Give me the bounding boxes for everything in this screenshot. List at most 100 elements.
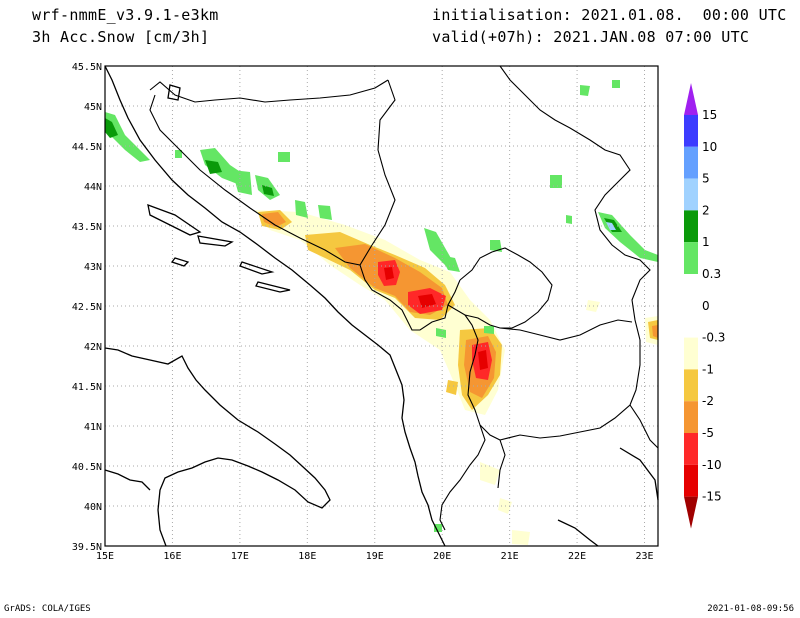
snow-area-1 [446, 380, 458, 395]
colorbar-label: 10 [702, 140, 717, 154]
map-grid [105, 66, 658, 546]
colorbar-label: 0.3 [702, 267, 721, 281]
island-coast [170, 257, 190, 267]
snow-area-10 [384, 267, 394, 280]
snow-area-green-light [278, 152, 290, 162]
snow-area-green-light [436, 328, 446, 338]
lat-label: 42N [84, 342, 102, 353]
snow-area-green-dark [105, 118, 118, 138]
snow-area-10 [418, 294, 436, 308]
snow-area-green-light [440, 255, 460, 272]
colorbar-box [684, 369, 698, 402]
country-borders [149, 65, 659, 531]
lat-label: 41.5N [72, 382, 102, 393]
snow-area-2 [652, 325, 658, 338]
border-albania-macedonia [464, 314, 501, 441]
snow-area-green-light [318, 205, 332, 220]
border-serbia-east [499, 65, 651, 341]
colorbar-label: 2 [702, 203, 710, 217]
lat-label: 41N [84, 422, 102, 433]
longitude-labels: 15E 16E 17E 18E 19E 20E 21E 22E 23E [96, 551, 654, 562]
colorbar-box [684, 115, 698, 147]
map-frame [104, 65, 659, 547]
init-time: initialisation: 2021.01.08. 00:00 UTC [432, 6, 787, 24]
colorbar-label: 5 [702, 172, 710, 186]
lat-label: 44.5N [72, 142, 102, 153]
colorbar-box [684, 305, 698, 338]
island-coast [197, 235, 234, 247]
lat-label: 40N [84, 502, 102, 513]
aegean-coast [619, 447, 659, 501]
colorbar-label: -15 [702, 490, 722, 504]
lon-label: 17E [231, 551, 249, 562]
lon-label: 19E [366, 551, 384, 562]
snow-area-green-light [105, 112, 150, 162]
colorbar-box [684, 210, 698, 243]
colorbar-label: -10 [702, 458, 722, 472]
snow-area-green-light [612, 80, 620, 88]
colorbar-box [684, 274, 698, 306]
colorbar-labels: 15 10 5 2 1 0.3 0 -0.3 -1 -2 -5 -10 -15 [702, 108, 725, 504]
snow-area-pale [480, 462, 500, 485]
snow-area-green-light [566, 215, 572, 224]
colorbar-label: -2 [702, 394, 714, 408]
lon-label: 15E [96, 551, 114, 562]
lat-label: 43.5N [72, 222, 102, 233]
border-albania-greece [439, 424, 486, 531]
model-title: wrf-nmmE_v3.9.1-e3km [32, 6, 219, 24]
lon-label: 16E [163, 551, 181, 562]
snow-area-10 [478, 350, 488, 370]
snow-area-green-dark [262, 185, 274, 196]
border-bosnia-south [149, 94, 373, 266]
colorbar-box [684, 401, 698, 433]
colorbar-box [684, 433, 698, 465]
snow-area-pale [512, 530, 530, 545]
colorbar-box [684, 146, 698, 179]
border-bosnia-serbia [371, 79, 396, 246]
colorbar-label: 15 [702, 108, 717, 122]
grads-credit: GrADS: COLA/IGES [4, 604, 91, 614]
lat-label: 42.5N [72, 302, 102, 313]
snow-area-green-light [434, 524, 442, 532]
colorbar-label: -1 [702, 362, 714, 376]
snow-area-green-light [550, 175, 562, 188]
coastline-italy [104, 347, 331, 547]
snow-areas-positive [105, 80, 658, 532]
colorbar-top-arrow [684, 83, 698, 115]
lon-label: 18E [298, 551, 316, 562]
lat-label: 45.5N [72, 62, 102, 73]
colorbar-label: -0.3 [702, 331, 725, 345]
colorbar-box [684, 242, 698, 274]
valid-time: valid(+07h): 2021.JAN.08 07:00 UTC [432, 28, 750, 46]
border-bulgaria-greece [629, 404, 659, 449]
snow-area-green-light [175, 150, 182, 158]
snow-area-green-light [580, 85, 590, 96]
snow-area-green-light [484, 326, 494, 334]
border-montenegro [359, 264, 461, 331]
variable-title: 3h Acc.Snow [cm/3h] [32, 28, 210, 46]
generation-timestamp: 2021-01-08-09:56 [707, 604, 794, 614]
colorbar-box [684, 464, 698, 497]
colorbar-box [684, 178, 698, 211]
lat-label: 39.5N [72, 542, 102, 553]
island-coast [167, 84, 181, 101]
border-macedonia-north [499, 319, 633, 341]
coastlines [104, 65, 659, 547]
snow-area-blue-light [606, 222, 616, 230]
colorbar-label: 1 [702, 235, 710, 249]
snow-area-green-dark [205, 160, 222, 174]
colorbar-label: 0 [702, 299, 710, 313]
island-coast [255, 281, 291, 293]
lat-label: 44N [84, 182, 102, 193]
border-kosovo [447, 247, 553, 329]
colorbar-bottom-arrow [684, 496, 698, 529]
island-coast [239, 261, 275, 275]
snow-area-2 [262, 212, 286, 227]
aegean-coast [557, 519, 599, 547]
snow-areas [255, 210, 658, 545]
lat-label: 45N [84, 102, 102, 113]
latitude-labels: 39.5N 40N 40.5N 41N 41.5N 42N 42.5N 43N 43.5N 44N… [72, 62, 102, 553]
lat-label: 43N [84, 262, 102, 273]
